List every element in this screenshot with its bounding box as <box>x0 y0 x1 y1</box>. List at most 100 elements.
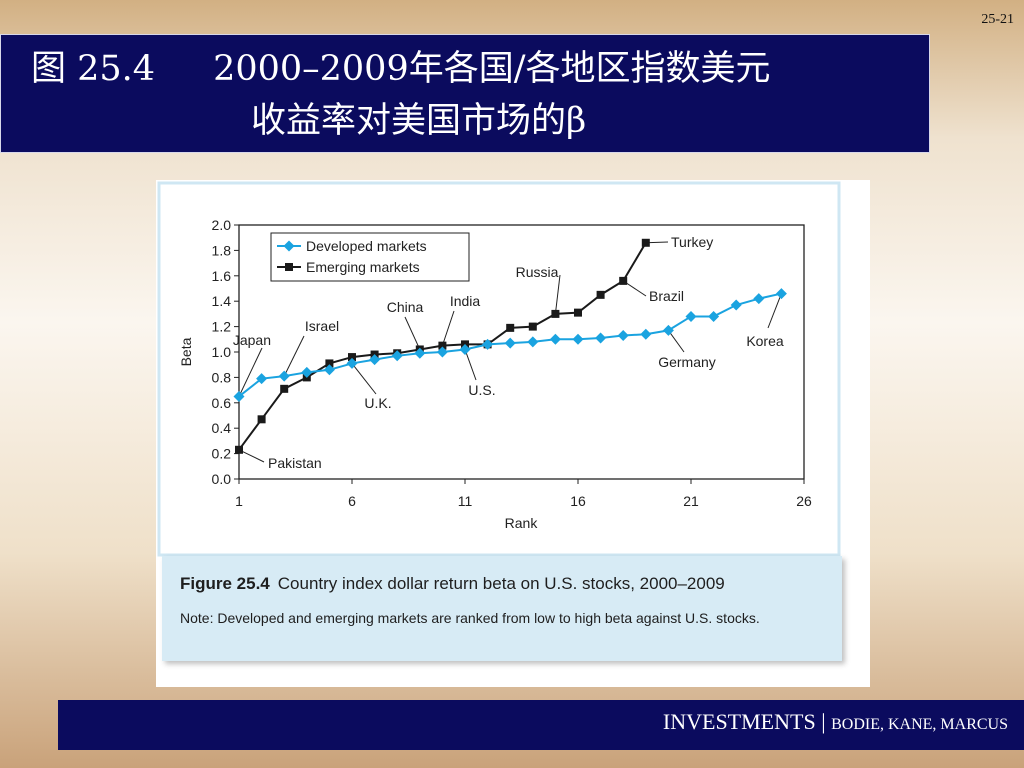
developed-markets-point <box>730 299 742 311</box>
annotation-label-turkey: Turkey <box>671 234 713 250</box>
developed-markets-point <box>572 333 584 345</box>
annotation-leader-russia <box>554 274 561 314</box>
annotation-label-korea: Korea <box>746 333 784 349</box>
annotation-leader-pakistan <box>238 449 265 463</box>
developed-markets-point <box>391 350 403 362</box>
developed-markets-point <box>527 336 539 348</box>
developed-markets-point <box>233 390 245 402</box>
y-tick-label: 0.2 <box>212 446 232 462</box>
y-tick-label: 1.6 <box>212 268 232 284</box>
legend: Developed markets Emerging markets <box>270 232 470 282</box>
developed-markets-point <box>708 310 720 322</box>
developed-markets-point <box>346 357 358 369</box>
y-tick-label: 1.4 <box>212 293 232 309</box>
footer-bar: INVESTMENTS | BODIE, KANE, MARCUS <box>58 700 1024 750</box>
developed-markets-point <box>256 373 268 385</box>
caption-label: Figure 25.4 <box>180 574 270 593</box>
slide-title-line-2: 收益率对美国市场的β <box>251 101 587 141</box>
developed-markets-point <box>369 354 381 366</box>
annotation-leader-u-s <box>464 349 477 381</box>
legend-box <box>270 232 470 282</box>
annotation-leader-india <box>441 310 455 346</box>
footer-book-title: INVESTMENTS <box>662 709 816 734</box>
developed-markets-point <box>414 347 426 359</box>
legend-marker-developed <box>283 240 295 252</box>
footer-text: INVESTMENTS | BODIE, KANE, MARCUS <box>663 709 1008 735</box>
caption-box: Figure 25.4 Country index dollar return b… <box>162 556 842 661</box>
emerging-markets-point <box>438 341 447 350</box>
emerging-markets-point <box>551 309 560 318</box>
annotation-label-india: India <box>450 293 481 309</box>
y-tick-label: 0.8 <box>212 369 232 385</box>
annotation-leader-china <box>404 316 421 350</box>
annotation-label-germany: Germany <box>658 354 716 370</box>
y-tick-label: 1.0 <box>212 344 232 360</box>
x-tick-label: 16 <box>570 493 586 509</box>
annotation-leader-germany <box>667 330 685 353</box>
title-bar: 图 25.4 2000–2009年各国/各地区指数美元 收益率对美国市场的β <box>0 34 930 153</box>
developed-markets-point <box>301 366 313 378</box>
annotation-label-u-s: U.S. <box>468 382 495 398</box>
caption-note: Note: Developed and emerging markets are… <box>180 610 760 626</box>
developed-markets-point <box>459 343 471 355</box>
x-tick-label: 21 <box>683 493 699 509</box>
emerging-markets-point <box>574 308 582 317</box>
developed-markets-point <box>662 324 674 336</box>
annotation-label-china: China <box>387 299 424 315</box>
emerging-markets-point <box>596 290 605 299</box>
legend-label-emerging: Emerging markets <box>306 259 420 275</box>
x-tick-label: 1 <box>235 493 243 509</box>
legend-label-developed: Developed markets <box>306 238 427 254</box>
annotation-label-u-k: U.K. <box>364 395 391 411</box>
developed-markets-point <box>504 337 516 349</box>
emerging-markets-point <box>641 238 650 247</box>
annotation-leader-israel <box>283 335 305 377</box>
developed-markets-point <box>595 332 607 344</box>
annotation-label-brazil: Brazil <box>649 288 684 304</box>
y-axis-label: Beta <box>178 337 194 366</box>
caption-title: Figure 25.4 Country index dollar return b… <box>180 574 725 594</box>
emerging-markets-point <box>619 276 628 285</box>
annotation-label-russia: Russia <box>516 264 559 280</box>
annotation-label-japan: Japan <box>233 332 271 348</box>
y-tick-label: 1.2 <box>212 319 232 335</box>
developed-markets-point <box>436 346 448 358</box>
page-number: 25-21 <box>981 12 1014 27</box>
y-tick-label: 0.6 <box>212 395 232 411</box>
y-tick-label: 0.4 <box>212 420 232 436</box>
annotation-label-israel: Israel <box>305 318 339 334</box>
annotation-leader-japan <box>238 347 263 397</box>
developed-markets-point <box>323 364 335 376</box>
emerging-markets-point <box>348 353 356 362</box>
developed-markets-point <box>278 370 290 382</box>
emerging-markets-point <box>506 323 515 332</box>
footer-authors: BODIE, KANE, MARCUS <box>831 716 1008 733</box>
beta-chart: 0.00.20.40.60.81.01.21.41.61.82.01 6 11 16 2… <box>157 181 841 557</box>
emerging-markets-point <box>257 415 266 424</box>
annotation-leader-u-k <box>351 363 377 395</box>
figure-card: 0.0 0.2 0.4 0.6 0.8 1.0 1.2 1.4 1.6 1.8 2.0 1 6 11 16 2… <box>156 180 870 687</box>
developed-markets-point <box>640 328 652 340</box>
legend-marker-emerging <box>285 263 293 271</box>
title-text-1: 2000–2009年各国/各地区指数美元 <box>213 49 771 89</box>
x-tick-label: 26 <box>796 493 812 509</box>
x-tick-label: 6 <box>348 493 356 509</box>
developed-markets-point <box>482 338 494 350</box>
x-axis-label: Rank <box>505 515 539 531</box>
caption-title-text: Country index dollar return beta on U.S.… <box>277 574 725 593</box>
annotation-leader-korea <box>767 293 782 329</box>
slide-title-line-1: 图 25.4 2000–2009年各国/各地区指数美元 <box>31 49 771 89</box>
figure-number: 图 25.4 <box>31 49 156 89</box>
developed-markets-point <box>685 310 697 322</box>
y-tick-label: 2.0 <box>212 217 232 233</box>
emerging-markets-point <box>235 445 243 454</box>
developed-markets-point <box>775 288 787 300</box>
emerging-markets-point <box>325 359 334 368</box>
developed-markets-point <box>753 293 765 305</box>
y-tick-label: 0.0 <box>212 471 232 487</box>
developed-markets-point <box>549 333 561 345</box>
x-tick-label: 11 <box>458 493 473 509</box>
emerging-markets-point <box>280 384 289 393</box>
annotation-label-pakistan: Pakistan <box>268 455 322 471</box>
y-tick-label: 1.8 <box>212 242 232 258</box>
